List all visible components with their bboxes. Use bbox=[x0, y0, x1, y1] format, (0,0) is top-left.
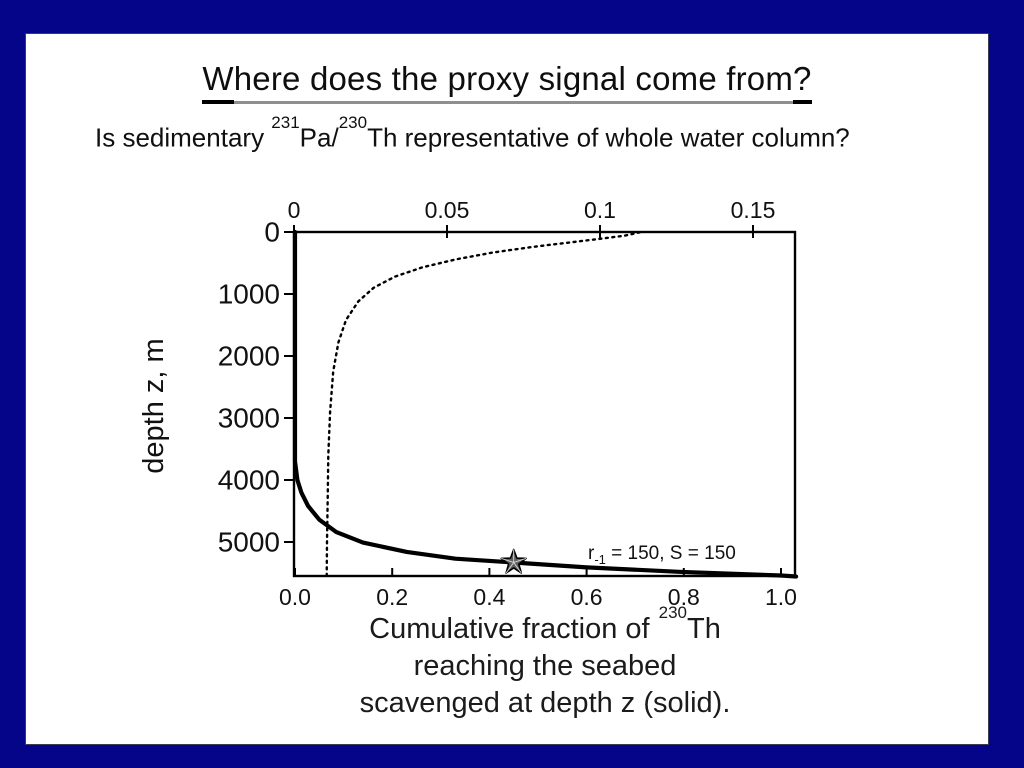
star-marker bbox=[500, 548, 527, 574]
top-axis-tick-label: 0 bbox=[288, 197, 301, 223]
subtitle-mid: Pa/ bbox=[299, 122, 339, 153]
caption-line3: scavenged at depth z (solid). bbox=[359, 686, 731, 719]
top-axis-tick-label: 0.05 bbox=[425, 197, 470, 223]
series-231Pa-profile-dashed bbox=[325, 231, 641, 578]
subtitle-pre: Is sedimentary bbox=[95, 122, 272, 153]
caption-line1: Cumulative fraction of230Th bbox=[369, 603, 721, 645]
caption-line2: reaching the seabed bbox=[413, 649, 677, 682]
subtitle-post: Th representative of whole water column? bbox=[367, 122, 850, 153]
left-axis-tick-label: 3000 bbox=[218, 403, 280, 434]
left-axis-tick-label: 4000 bbox=[218, 465, 280, 496]
left-axis-tick-label: 1000 bbox=[218, 279, 280, 310]
top-axis-tick-label: 0.15 bbox=[731, 197, 776, 223]
slide-white-panel bbox=[25, 33, 989, 745]
bottom-axis-tick-label: 1.0 bbox=[765, 584, 797, 610]
chart-caption: Cumulative fraction of230Th reaching the… bbox=[280, 603, 810, 722]
left-axis-tick-label: 5000 bbox=[218, 527, 280, 558]
slide-title: Where does the proxy signal come from? bbox=[25, 60, 989, 104]
slide-subtitle: Is sedimentary 231Pa/230Th representativ… bbox=[95, 113, 850, 154]
left-axis-tick-label: 0 bbox=[264, 217, 280, 248]
series-230Th-cumulative-fraction-solid bbox=[292, 229, 799, 579]
title-question-mark: ? bbox=[793, 60, 812, 104]
bottom-axis-tick-label: 0.8 bbox=[668, 584, 700, 610]
subtitle-superscript-231: 231 bbox=[271, 113, 300, 132]
bottom-axis-tick-label: 0.4 bbox=[473, 584, 505, 610]
top-axis-tick-label: 0.1 bbox=[584, 197, 616, 223]
bottom-axis-tick-label: 0.6 bbox=[571, 584, 603, 610]
y-axis-label: depth z, m bbox=[138, 338, 170, 473]
bottom-axis-tick-label: 0.0 bbox=[279, 584, 311, 610]
left-axis-tick-label: 2000 bbox=[218, 341, 280, 372]
bottom-axis-tick-label: 0.2 bbox=[376, 584, 408, 610]
subtitle-superscript-230: 230 bbox=[338, 113, 368, 132]
caption-superscript-230: 230 bbox=[658, 603, 687, 622]
title-first-letter: W bbox=[202, 60, 234, 104]
plot-frame bbox=[292, 230, 797, 578]
annotation-r-s: r-1 = 150, S = 150 bbox=[588, 543, 736, 567]
title-middle-text: here does the proxy signal come from bbox=[233, 60, 794, 104]
